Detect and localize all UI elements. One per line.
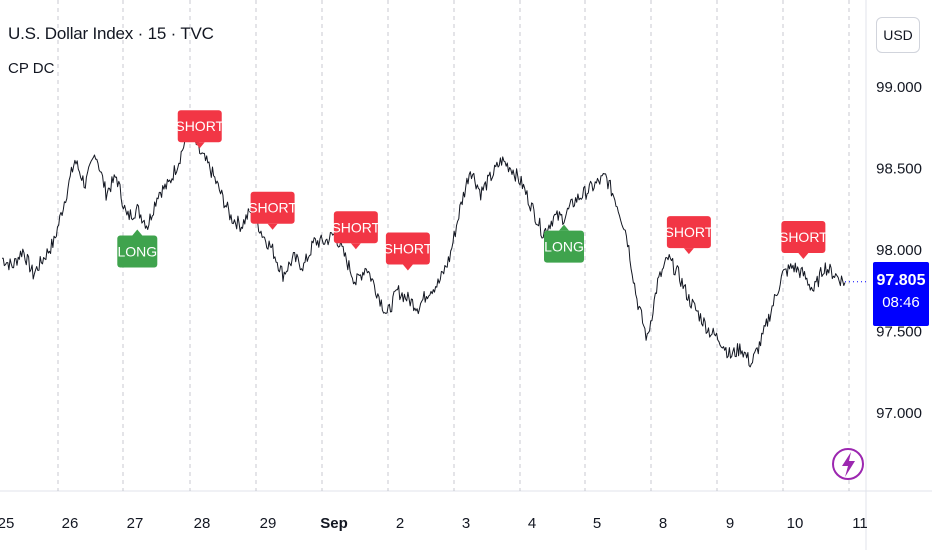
x-tick-label: 8 bbox=[659, 515, 667, 532]
x-tick-label: 28 bbox=[194, 515, 211, 532]
y-tick-label: 98.500 bbox=[876, 161, 922, 178]
x-tick-label: 5 bbox=[593, 515, 601, 532]
y-tick-label: 97.500 bbox=[876, 324, 922, 341]
long-signal-label: LONG bbox=[117, 229, 158, 268]
x-tick-label: 9 bbox=[726, 515, 734, 532]
bar-countdown: 08:46 bbox=[882, 294, 920, 311]
svg-text:SHORT: SHORT bbox=[384, 240, 433, 256]
short-signal-label: SHORT bbox=[779, 221, 828, 260]
long-signal-label: LONG bbox=[544, 224, 584, 263]
x-tick-label: 26 bbox=[62, 515, 79, 532]
x-tick-label: 27 bbox=[127, 515, 144, 532]
svg-text:SHORT: SHORT bbox=[331, 219, 380, 235]
svg-text:SHORT: SHORT bbox=[248, 200, 297, 216]
x-tick-label: 10 bbox=[787, 515, 804, 532]
lightning-icon[interactable] bbox=[832, 448, 864, 480]
x-tick-label: 4 bbox=[528, 515, 536, 532]
svg-text:SHORT: SHORT bbox=[665, 224, 714, 240]
y-tick-label: 99.000 bbox=[876, 79, 922, 96]
currency-button[interactable]: USD bbox=[876, 17, 920, 53]
price-series bbox=[1, 124, 866, 368]
x-axis: 25 26 27 28 29 Sep 2 3 4 5 8 9 10 11 bbox=[0, 515, 868, 532]
x-tick-label: 3 bbox=[462, 515, 470, 532]
symbol-title[interactable]: U.S. Dollar Index · 15 · TVC bbox=[8, 24, 214, 43]
svg-text:LONG: LONG bbox=[544, 239, 584, 255]
x-tick-label: 2 bbox=[396, 515, 404, 532]
last-price-value: 97.805 bbox=[876, 272, 926, 289]
price-line bbox=[1, 124, 846, 368]
indicator-label[interactable]: CP DC bbox=[8, 60, 55, 77]
x-tick-label: Sep bbox=[320, 515, 348, 532]
short-signal-label: SHORT bbox=[665, 216, 714, 255]
short-signal-label: SHORT bbox=[248, 191, 297, 230]
x-tick-label: 25 bbox=[0, 515, 14, 532]
short-signal-label: SHORT bbox=[331, 211, 381, 250]
y-axis: 99.000 98.500 98.000 97.500 97.000 bbox=[876, 79, 922, 422]
svg-text:LONG: LONG bbox=[117, 244, 157, 260]
last-price-tag: 97.805 08:46 bbox=[873, 262, 929, 326]
x-tick-label: 11 bbox=[852, 515, 868, 532]
x-tick-label: 29 bbox=[260, 515, 277, 532]
y-tick-label: 98.000 bbox=[876, 242, 922, 259]
short-signal-label: SHORT bbox=[384, 232, 433, 271]
short-signal-label: SHORT bbox=[175, 110, 225, 149]
svg-text:SHORT: SHORT bbox=[175, 118, 224, 134]
svg-text:SHORT: SHORT bbox=[779, 229, 828, 245]
y-tick-label: 97.000 bbox=[876, 405, 922, 422]
